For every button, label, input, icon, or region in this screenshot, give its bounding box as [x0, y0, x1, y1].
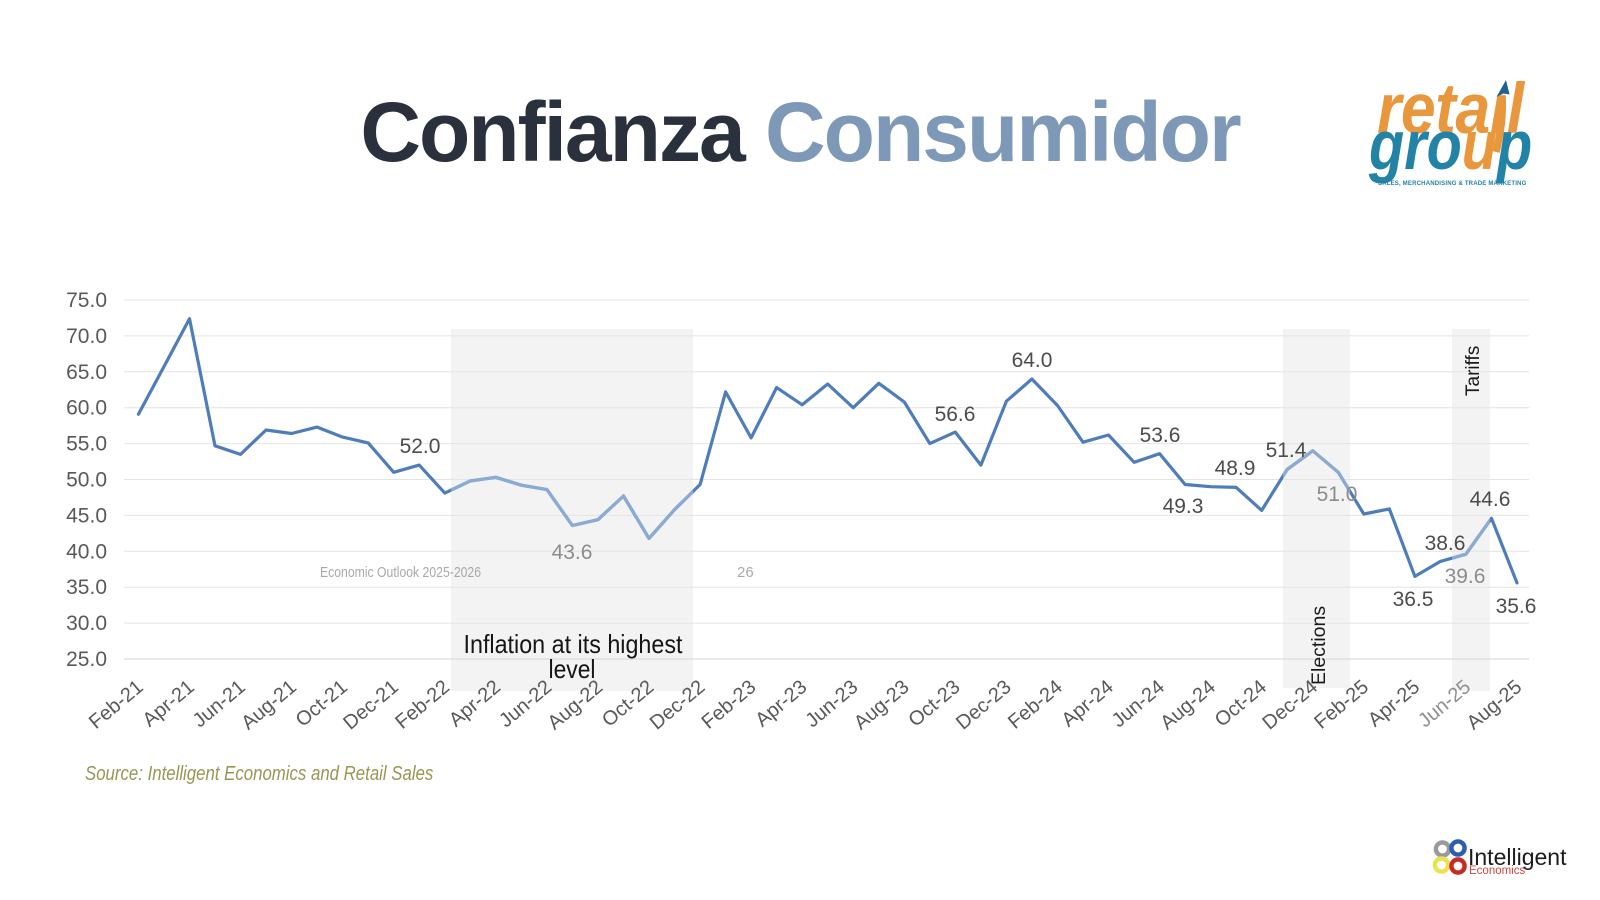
- svg-text:25.0: 25.0: [66, 648, 107, 671]
- svg-text:49.3: 49.3: [1163, 495, 1204, 518]
- svg-text:30.0: 30.0: [66, 612, 107, 635]
- svg-text:55.0: 55.0: [66, 433, 107, 456]
- svg-text:26: 26: [737, 564, 754, 581]
- svg-text:35.0: 35.0: [66, 576, 107, 599]
- svg-text:Jun-25: Jun-25: [1414, 676, 1475, 732]
- svg-text:64.0: 64.0: [1012, 349, 1053, 372]
- svg-text:48.9: 48.9: [1215, 457, 1256, 480]
- svg-text:Jun-24: Jun-24: [1108, 676, 1169, 732]
- svg-text:51.4: 51.4: [1266, 439, 1307, 462]
- svg-text:level: level: [549, 654, 596, 684]
- svg-text:75.0: 75.0: [66, 289, 107, 312]
- svg-text:Dec-21: Dec-21: [339, 676, 403, 734]
- svg-text:53.6: 53.6: [1140, 424, 1181, 447]
- svg-text:35.6: 35.6: [1496, 595, 1537, 618]
- svg-text:40.0: 40.0: [66, 540, 107, 563]
- svg-text:45.0: 45.0: [66, 504, 107, 527]
- svg-text:Apr-24: Apr-24: [1058, 676, 1118, 731]
- svg-text:Oct-24: Oct-24: [1211, 676, 1271, 731]
- svg-text:Feb-22: Feb-22: [391, 676, 454, 734]
- svg-text:Oct-23: Oct-23: [904, 676, 964, 731]
- svg-text:52.0: 52.0: [400, 435, 441, 458]
- svg-text:60.0: 60.0: [66, 397, 107, 420]
- svg-text:44.6: 44.6: [1470, 488, 1511, 511]
- svg-text:56.6: 56.6: [935, 403, 976, 426]
- svg-text:Economic Outlook 2025-2026: Economic Outlook 2025-2026: [320, 564, 481, 581]
- svg-text:Aug-21: Aug-21: [237, 676, 301, 734]
- svg-text:65.0: 65.0: [66, 361, 107, 384]
- svg-text:Tariffs: Tariffs: [1463, 346, 1484, 396]
- svg-text:Jun-21: Jun-21: [189, 676, 250, 732]
- svg-text:39.6: 39.6: [1445, 565, 1486, 588]
- svg-text:Elections: Elections: [1308, 606, 1330, 685]
- svg-text:38.6: 38.6: [1425, 532, 1466, 555]
- svg-text:Aug-24: Aug-24: [1156, 676, 1220, 734]
- svg-text:Feb-23: Feb-23: [698, 676, 761, 734]
- svg-text:Apr-25: Apr-25: [1364, 676, 1424, 731]
- svg-text:Oct-21: Oct-21: [292, 676, 352, 731]
- svg-text:43.6: 43.6: [552, 541, 593, 564]
- svg-text:Apr-23: Apr-23: [751, 676, 811, 731]
- svg-text:70.0: 70.0: [66, 325, 107, 348]
- svg-text:Inflation at its highest: Inflation at its highest: [464, 629, 684, 659]
- svg-text:Feb-24: Feb-24: [1004, 676, 1067, 734]
- svg-text:50.0: 50.0: [66, 469, 107, 492]
- svg-text:Aug-23: Aug-23: [850, 676, 914, 734]
- svg-text:Feb-21: Feb-21: [85, 676, 148, 734]
- svg-text:Dec-23: Dec-23: [952, 676, 1016, 734]
- svg-text:36.5: 36.5: [1393, 588, 1434, 611]
- svg-text:Apr-21: Apr-21: [139, 676, 199, 731]
- svg-text:51.0: 51.0: [1317, 483, 1358, 506]
- svg-text:Jun-23: Jun-23: [801, 676, 862, 732]
